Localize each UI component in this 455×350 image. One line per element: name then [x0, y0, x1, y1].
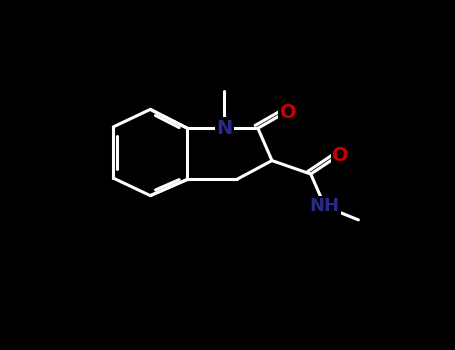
Text: O: O: [279, 103, 296, 121]
Text: O: O: [333, 146, 349, 165]
Text: N: N: [216, 119, 233, 138]
Text: NH: NH: [310, 197, 340, 215]
